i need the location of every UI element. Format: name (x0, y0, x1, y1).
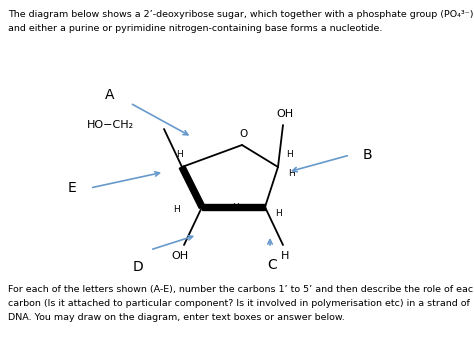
Text: H: H (173, 204, 180, 214)
Text: H: H (288, 169, 295, 178)
Text: E: E (68, 181, 76, 195)
Text: H: H (281, 251, 289, 261)
Text: For each of the letters shown (A-E), number the carbons 1’ to 5’ and then descri: For each of the letters shown (A-E), num… (8, 285, 474, 294)
Text: B: B (363, 148, 373, 162)
Text: The diagram below shows a 2’-deoxyribose sugar, which together with a phosphate : The diagram below shows a 2’-deoxyribose… (8, 10, 474, 19)
Text: carbon (Is it attached to particular component? Is it involved in polymerisation: carbon (Is it attached to particular com… (8, 299, 470, 308)
Text: DNA. You may draw on the diagram, enter text boxes or answer below.: DNA. You may draw on the diagram, enter … (8, 313, 345, 322)
Text: H: H (275, 209, 282, 218)
Text: HO−CH₂: HO−CH₂ (87, 120, 134, 130)
Text: OH: OH (172, 251, 189, 261)
Polygon shape (179, 166, 205, 208)
Text: H: H (232, 203, 239, 211)
Polygon shape (202, 204, 265, 210)
Text: OH: OH (276, 109, 293, 119)
Text: H: H (286, 150, 293, 159)
Text: O: O (240, 129, 248, 139)
Text: D: D (133, 260, 143, 274)
Text: H: H (177, 150, 183, 159)
Text: C: C (267, 258, 277, 272)
Text: A: A (105, 88, 115, 102)
Text: and either a purine or pyrimidine nitrogen-containing base forms a nucleotide.: and either a purine or pyrimidine nitrog… (8, 24, 383, 33)
